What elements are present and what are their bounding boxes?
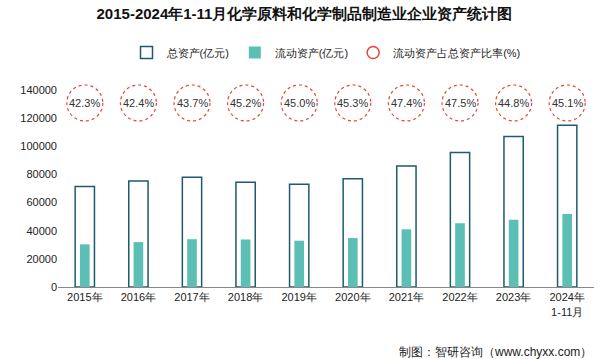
svg-text:120000: 120000 — [20, 112, 57, 124]
svg-text:20000: 20000 — [26, 253, 57, 265]
svg-text:45.1%: 45.1% — [552, 97, 583, 109]
svg-text:2016年: 2016年 — [121, 291, 156, 303]
svg-text:2018年: 2018年 — [228, 291, 263, 303]
svg-text:42.3%: 42.3% — [69, 97, 100, 109]
svg-text:47.4%: 47.4% — [391, 97, 422, 109]
svg-text:44.8%: 44.8% — [498, 97, 529, 109]
svg-text:60000: 60000 — [26, 196, 57, 208]
svg-text:42.4%: 42.4% — [123, 97, 154, 109]
svg-text:2017年: 2017年 — [174, 291, 209, 303]
svg-text:2024年1-11月: 2024年1-11月 — [549, 291, 584, 317]
svg-text:43.7%: 43.7% — [177, 97, 208, 109]
svg-text:2019年: 2019年 — [281, 291, 316, 303]
svg-text:制图：智研咨询（www.chyxx.com）: 制图：智研咨询（www.chyxx.com） — [399, 345, 592, 359]
svg-text:2015-2024年1-11月化学原料和化学制品制造业企业资: 2015-2024年1-11月化学原料和化学制品制造业企业资产统计图 — [97, 5, 513, 22]
svg-text:2023年: 2023年 — [496, 291, 531, 303]
svg-text:45.2%: 45.2% — [230, 97, 261, 109]
svg-text:流动资产占总资产比率(%): 流动资产占总资产比率(%) — [393, 47, 520, 59]
svg-text:2015年: 2015年 — [67, 291, 102, 303]
svg-text:流动资产(亿元): 流动资产(亿元) — [275, 47, 348, 59]
svg-text:140000: 140000 — [20, 84, 57, 96]
svg-text:2022年: 2022年 — [442, 291, 477, 303]
svg-text:40000: 40000 — [26, 225, 57, 237]
svg-text:0: 0 — [51, 281, 57, 293]
svg-text:80000: 80000 — [26, 168, 57, 180]
svg-text:45.0%: 45.0% — [284, 97, 315, 109]
svg-text:47.5%: 47.5% — [445, 97, 476, 109]
svg-text:45.3%: 45.3% — [337, 97, 368, 109]
svg-text:2020年: 2020年 — [335, 291, 370, 303]
svg-text:2021年: 2021年 — [389, 291, 424, 303]
svg-text:100000: 100000 — [20, 140, 57, 152]
svg-text:总资产(亿元): 总资产(亿元) — [166, 47, 229, 59]
